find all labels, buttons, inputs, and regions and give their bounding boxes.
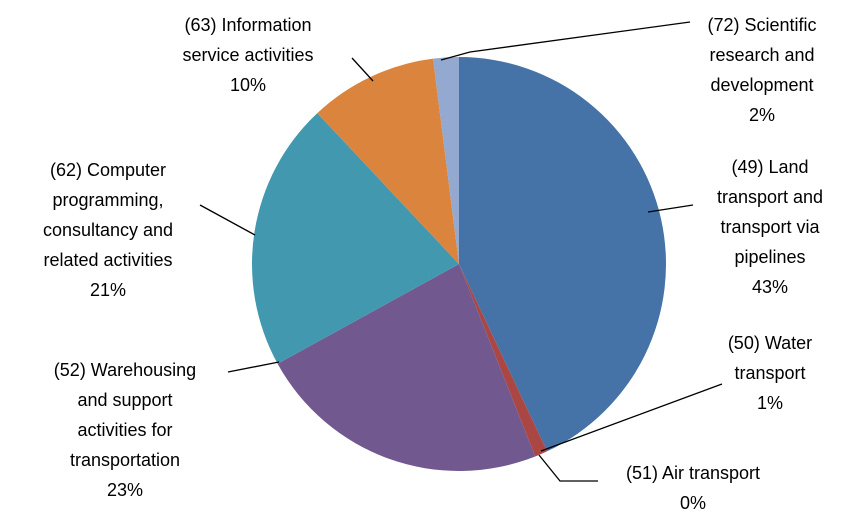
pie-slice <box>459 264 548 457</box>
data-label: (51) Air transport 0% <box>573 458 813 514</box>
percent-label: 10% <box>229 75 267 95</box>
category-label: (62) Computer programming, consultancy a… <box>42 160 174 270</box>
leader-line <box>647 204 694 213</box>
data-label: (72) Scientific research and development… <box>692 10 832 130</box>
leader-line <box>440 21 691 61</box>
pie-slice <box>459 57 666 452</box>
pie-slice <box>251 113 459 364</box>
pie-slice <box>317 58 459 264</box>
data-label: (52) Warehousing and support activities … <box>48 355 203 505</box>
pie-slice <box>433 57 459 264</box>
leader-line <box>351 57 374 82</box>
percent-label: 2% <box>748 105 775 125</box>
pie-slice <box>277 264 536 472</box>
data-label: (62) Computer programming, consultancy a… <box>28 155 188 305</box>
leader-line <box>540 383 723 452</box>
percent-label: 0% <box>679 493 706 513</box>
data-label: (63) Information service activities 10% <box>168 10 328 100</box>
leader-line <box>538 454 598 482</box>
leader-line <box>199 204 256 236</box>
data-label: (50) Water transport 1% <box>715 328 825 418</box>
data-label: (49) Land transport and transport via pi… <box>705 152 835 302</box>
leader-line <box>227 361 280 373</box>
percent-label: 21% <box>89 280 127 300</box>
category-label: (52) Warehousing and support activities … <box>53 360 197 470</box>
category-label: (63) Information service activities <box>182 15 314 65</box>
category-label: (51) Air transport <box>625 463 761 483</box>
category-label: (49) Land transport and transport via pi… <box>716 157 824 267</box>
category-label: (50) Water transport <box>727 333 813 383</box>
percent-label: 23% <box>106 480 144 500</box>
percent-label: 1% <box>756 393 783 413</box>
percent-label: 43% <box>751 277 789 297</box>
category-label: (72) Scientific research and development <box>707 15 817 95</box>
